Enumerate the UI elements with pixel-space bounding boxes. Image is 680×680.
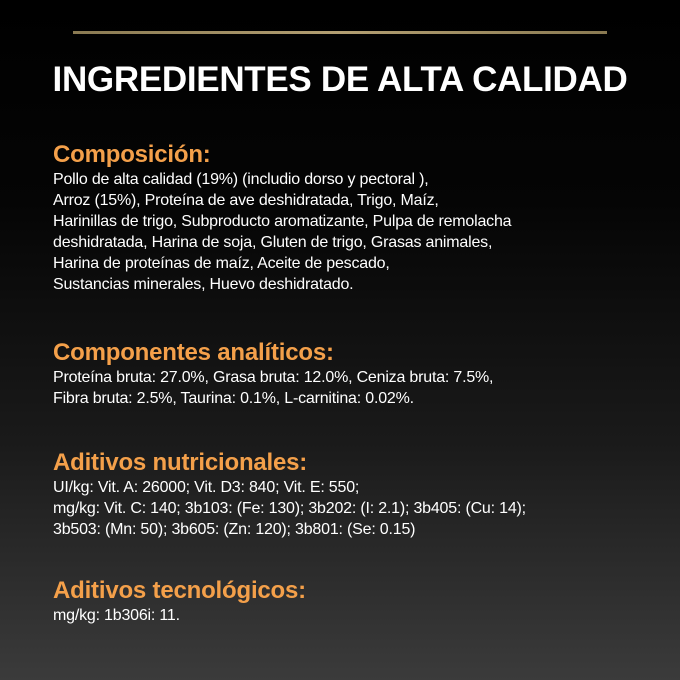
text-line: Fibra bruta: 2.5%, Taurina: 0.1%, L-carn… <box>53 390 414 407</box>
section-aditivos-tecnologicos: Aditivos tecnológicos: mg/kg: 1b306i: 11… <box>53 577 653 626</box>
text-line: mg/kg: 1b306i: 11. <box>53 607 180 624</box>
section-heading: Componentes analíticos: <box>53 339 334 366</box>
text-line: UI/kg: Vit. A: 26000; Vit. D3: 840; Vit.… <box>53 479 360 496</box>
section-composicion: Composición: Pollo de alta calidad (19%)… <box>53 141 653 295</box>
text-line: Arroz (15%), Proteína de ave deshidratad… <box>53 192 439 209</box>
gold-divider <box>73 31 607 34</box>
section-componentes-analiticos: Componentes analíticos: Proteína bruta: … <box>53 339 653 409</box>
text-line: Harinillas de trigo, Subproducto aromati… <box>53 213 512 230</box>
section-heading: Composición: <box>53 141 211 168</box>
section-aditivos-nutricionales: Aditivos nutricionales: UI/kg: Vit. A: 2… <box>53 449 653 540</box>
text-line: Harina de proteínas de maíz, Aceite de p… <box>53 255 390 272</box>
section-heading: Aditivos tecnológicos: <box>53 577 306 604</box>
text-line: deshidratada, Harina de soja, Gluten de … <box>53 234 493 251</box>
text-line: Pollo de alta calidad (19%) (includio do… <box>53 171 429 188</box>
section-heading: Aditivos nutricionales: <box>53 449 308 476</box>
text-line: Proteína bruta: 27.0%, Grasa bruta: 12.0… <box>53 369 494 386</box>
text-line: 3b503: (Mn: 50); 3b605: (Zn: 120); 3b801… <box>53 521 416 538</box>
page-title: INGREDIENTES DE ALTA CALIDAD <box>52 60 628 99</box>
text-line: mg/kg: Vit. C: 140; 3b103: (Fe: 130); 3b… <box>53 500 526 517</box>
text-line: Sustancias minerales, Huevo deshidratado… <box>53 276 354 293</box>
